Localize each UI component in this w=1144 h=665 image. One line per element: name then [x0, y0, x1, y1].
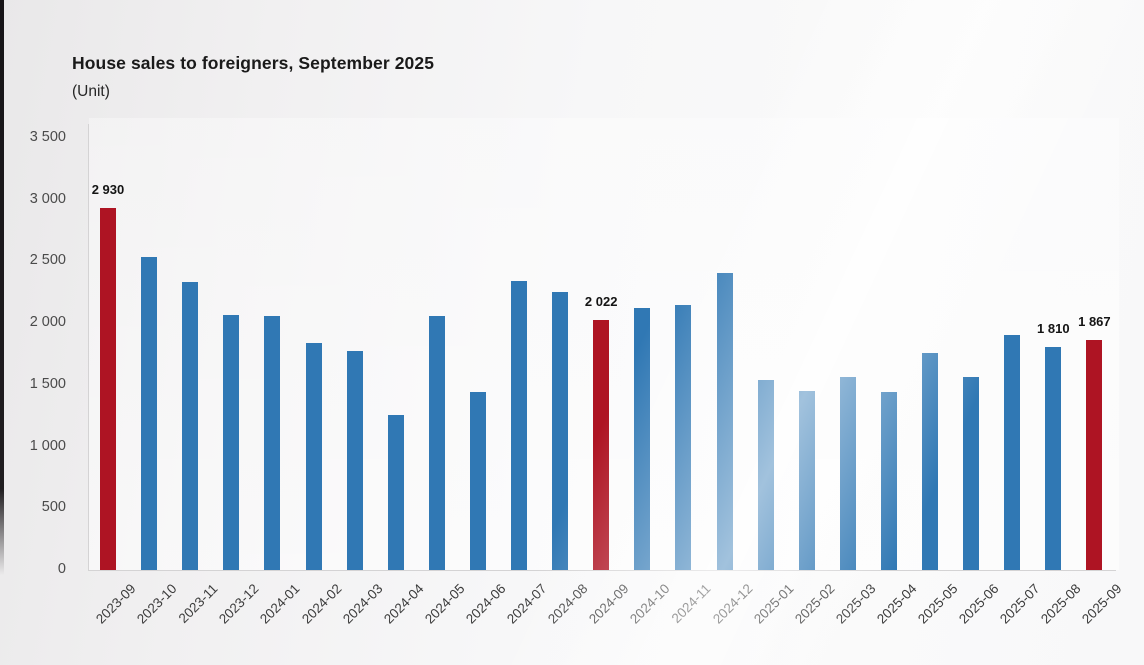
bar-2025-03 — [839, 377, 856, 570]
bar-2025-07 — [1004, 335, 1021, 570]
y-tick-label-3000: 3 000 — [29, 190, 66, 207]
window-edge-strip — [0, 0, 4, 575]
bar-2024-09 — [593, 320, 610, 570]
bar-2023-10 — [141, 257, 158, 570]
y-tick-label-0: 0 — [57, 561, 66, 577]
value-label-2023-09: 2 930 — [91, 182, 125, 197]
bar-2025-04 — [880, 392, 897, 570]
bar-2024-08 — [552, 292, 569, 570]
bar-2025-01 — [757, 380, 774, 570]
bar-2024-11 — [675, 305, 692, 570]
value-label-2025-09: 1 867 — [1078, 314, 1111, 329]
bar-2025-08 — [1045, 347, 1062, 570]
bar-2025-05 — [922, 353, 938, 570]
x-axis-line — [88, 570, 1116, 571]
y-tick-label-1000: 1 000 — [29, 437, 66, 454]
y-tick-label-2500: 2 500 — [29, 252, 66, 269]
value-label-2024-09: 2 022 — [584, 294, 618, 309]
bar-2024-02 — [305, 343, 322, 570]
bar-2024-03 — [346, 351, 363, 570]
y-tick-label-2000: 2 000 — [29, 314, 66, 331]
bar-2024-04 — [387, 415, 404, 570]
y-tick-label-1500: 1 500 — [29, 375, 66, 392]
bar-2024-10 — [634, 308, 651, 570]
chart-subtitle: (Unit) — [72, 83, 110, 100]
bar-2024-01 — [264, 316, 281, 570]
bar-2025-09 — [1086, 340, 1103, 570]
bar-2025-06 — [963, 377, 980, 570]
bar-2024-12 — [716, 273, 733, 570]
bar-2024-07 — [511, 281, 527, 570]
chart-title: House sales to foreigners, September 202… — [72, 53, 435, 73]
bar-2025-02 — [798, 391, 815, 570]
bar-2023-11 — [182, 282, 199, 570]
bar-2024-05 — [428, 316, 445, 570]
y-tick-label-500: 500 — [41, 499, 66, 516]
y-tick-label-3500: 3 500 — [29, 129, 66, 145]
bar-2024-06 — [469, 392, 486, 570]
bar-2023-12 — [223, 315, 240, 570]
bar-2023-09 — [100, 208, 116, 570]
